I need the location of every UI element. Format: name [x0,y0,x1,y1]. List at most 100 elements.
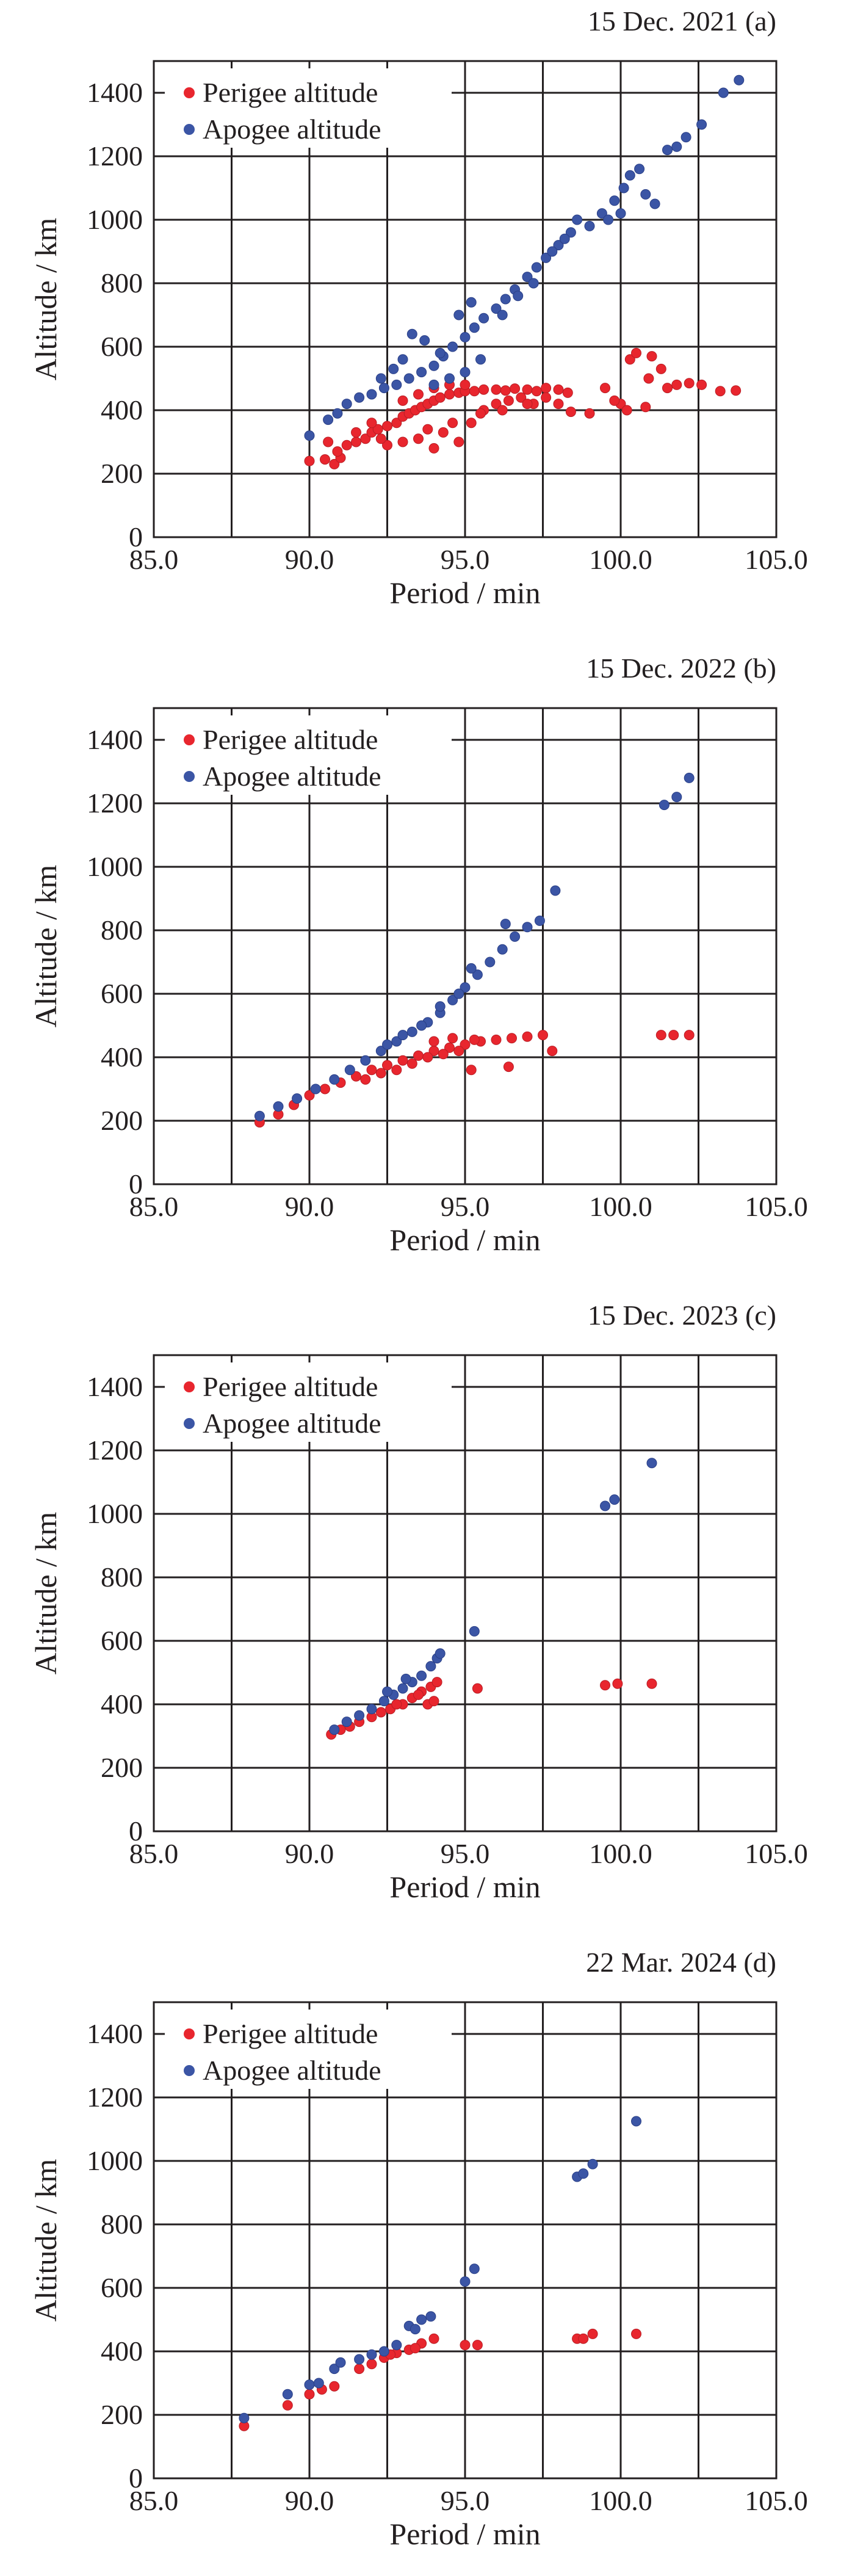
x-tick-label: 90.0 [285,2485,334,2516]
perigee-point [507,1033,517,1044]
apogee-point [378,1696,389,1707]
apogee-point [469,2263,480,2274]
apogee-point [547,246,558,257]
y-tick-label: 400 [101,2335,143,2367]
apogee-point [310,1084,321,1094]
panel-0: 15 Dec. 2021 (a) 85.0 90.0 95.0 100.0 105.0 0 2… [29,5,808,610]
apogee-point [528,278,539,289]
perigee-point [422,424,433,435]
perigee-point [282,2400,293,2411]
panel-title: 15 Dec. 2022 (b) [586,653,776,684]
perigee-point [668,1030,679,1041]
perigee-point [600,383,610,394]
perigee-point [329,2381,340,2392]
apogee-point [497,944,508,955]
apogee-point [478,313,489,324]
apogee-point [559,233,570,244]
series-0 [254,1030,695,1128]
perigee-point [422,1052,433,1063]
perigee-point [531,386,542,397]
y-tick-label: 1200 [87,2082,143,2113]
perigee-point [320,1084,330,1094]
perigee-point [655,1030,666,1041]
perigee-point [491,384,502,395]
apogee-point [335,2357,346,2368]
apogee-point [485,957,496,968]
y-tick-label: 1200 [87,140,143,172]
perigee-point [696,379,707,390]
apogee-point [491,303,502,314]
perigee-point [491,399,502,410]
series-1 [329,1458,657,1735]
apogee-point [329,1074,340,1085]
y-tick-label: 200 [101,1105,143,1136]
perigee-point [522,399,533,410]
perigee-point [428,443,439,454]
apogee-point [403,373,414,384]
x-axis-label: Period / min [389,2517,540,2551]
apogee-point [596,208,607,219]
apogee-point [375,1046,386,1057]
y-tick-label: 0 [129,1168,143,1199]
apogee-point [428,379,439,390]
legend-marker-1 [184,2065,195,2076]
apogee-point [332,408,343,419]
perigee-point [435,392,446,403]
apogee-point [397,354,408,365]
perigee-point [375,1707,386,1718]
y-tick-label: 800 [101,2209,143,2240]
apogee-point [671,792,682,803]
apogee-point [609,1494,620,1505]
y-tick-label: 600 [101,331,143,362]
apogee-point [397,1683,408,1694]
apogee-point [354,1710,365,1721]
apogee-point [500,919,511,930]
y-tick-label: 1000 [87,851,143,882]
perigee-point [397,395,408,406]
x-tick-label: 95.0 [441,2485,490,2516]
legend-label-0: Perigee altitude [203,1371,378,1402]
perigee-point [413,433,424,444]
apogee-point [419,335,430,346]
perigee-point [522,384,533,395]
apogee-point [375,373,386,384]
perigee-point [472,1683,483,1694]
perigee-point [547,1046,558,1057]
x-axis-label: Period / min [389,1223,540,1257]
legend-label-1: Apogee altitude [203,1408,381,1439]
x-axis-label: Period / min [389,576,540,610]
apogee-point [469,322,480,333]
apogee-point [578,2168,589,2179]
apogee-point [416,1670,427,1681]
perigee-point [472,2340,483,2351]
perigee-point [453,1046,464,1057]
perigee-point [715,386,726,397]
apogee-point [391,379,402,390]
legend-marker-0 [184,2028,195,2039]
perigee-point [438,427,449,438]
apogee-point [400,1673,411,1684]
x-tick-label: 100.0 [589,1191,652,1222]
perigee-point [578,2333,589,2344]
apogee-point [469,1626,480,1637]
y-tick-label: 1200 [87,1435,143,1466]
apogee-point [500,294,511,305]
apogee-point [273,1101,284,1112]
panel-1: 15 Dec. 2022 (b) 85.0 90.0 95.0 100.0 105.0 0 2… [29,653,808,1257]
apogee-point [531,262,542,273]
x-tick-label: 100.0 [589,544,652,575]
perigee-point [475,408,486,419]
legend-label-1: Apogee altitude [203,761,381,792]
perigee-point [541,383,552,394]
y-tick-label: 1400 [87,2018,143,2049]
perigee-point [640,402,651,413]
apogee-point [603,214,614,225]
x-tick-label: 100.0 [589,1838,652,1869]
perigee-point [646,1678,657,1689]
apogee-point [435,1648,446,1659]
panel-2: 15 Dec. 2023 (c) 85.0 90.0 95.0 100.0 105.0 0 2… [29,1300,808,1904]
y-tick-label: 1400 [87,77,143,108]
perigee-point [655,363,666,374]
y-tick-label: 1400 [87,724,143,755]
apogee-point [378,2346,389,2357]
